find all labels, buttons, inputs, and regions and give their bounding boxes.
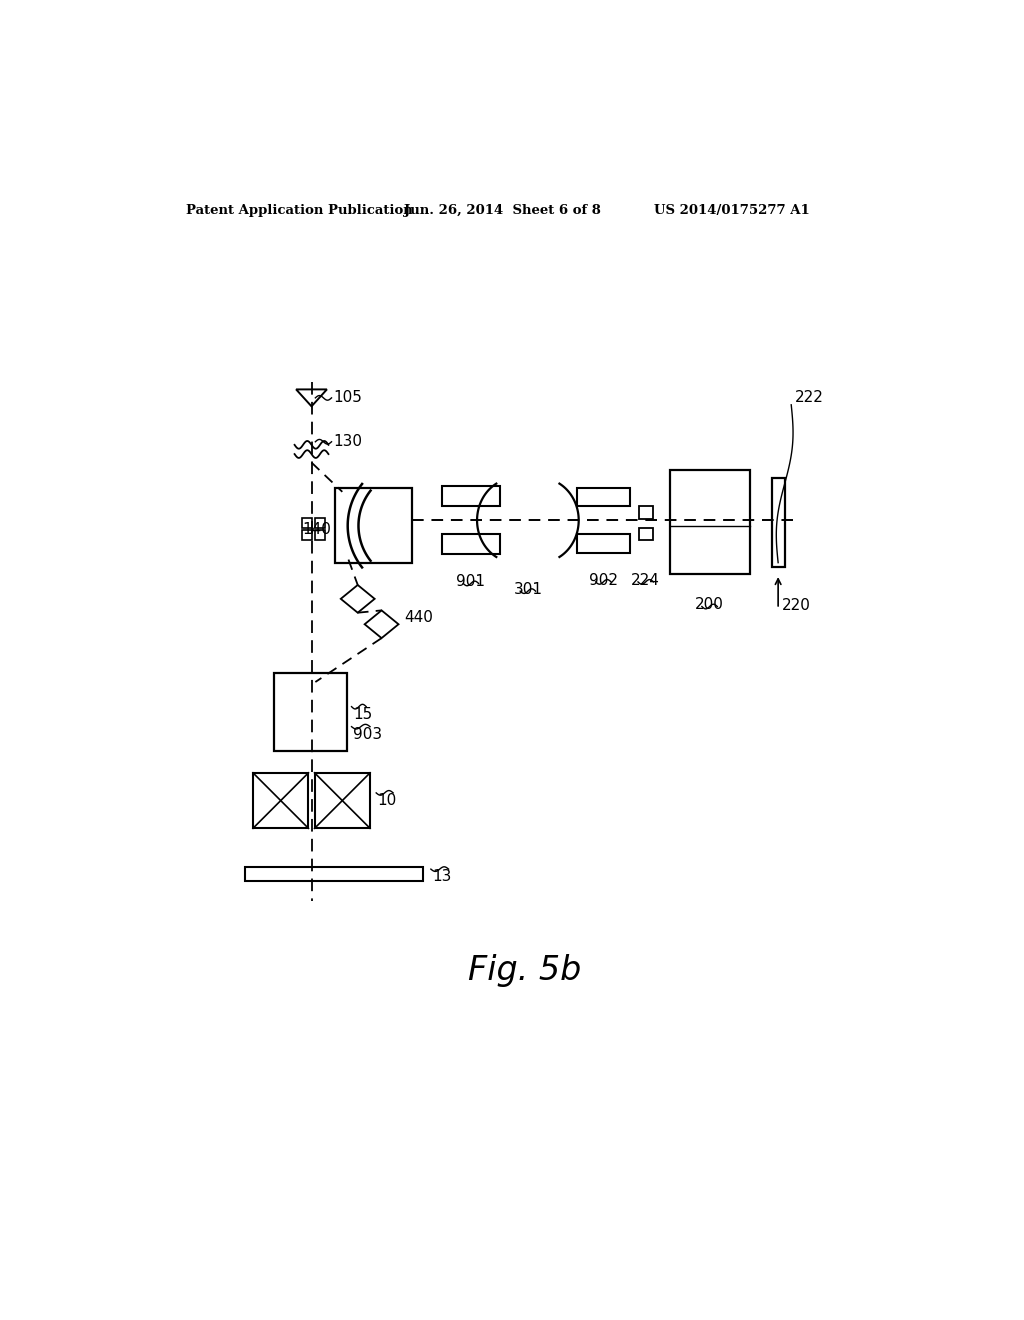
Bar: [639, 528, 652, 540]
Text: 220: 220: [782, 598, 811, 612]
Bar: [639, 507, 652, 519]
Bar: [772, 478, 785, 566]
Bar: [273, 673, 347, 751]
Bar: [335, 488, 412, 564]
Bar: [253, 774, 308, 829]
Text: 130: 130: [333, 434, 362, 449]
Bar: [314, 517, 325, 528]
Bar: [302, 517, 312, 528]
Text: 301: 301: [513, 582, 543, 597]
Text: Jun. 26, 2014  Sheet 6 of 8: Jun. 26, 2014 Sheet 6 of 8: [403, 205, 601, 218]
Text: 903: 903: [353, 727, 382, 742]
Text: 13: 13: [432, 870, 452, 884]
Bar: [442, 487, 500, 507]
Bar: [578, 535, 630, 553]
Bar: [314, 774, 370, 829]
Text: 200: 200: [695, 598, 724, 612]
Bar: [670, 470, 751, 574]
Bar: [314, 531, 325, 540]
Bar: [442, 535, 500, 554]
Text: 15: 15: [353, 706, 373, 722]
Text: 105: 105: [333, 391, 361, 405]
Bar: [302, 531, 312, 540]
Text: Fig. 5b: Fig. 5b: [468, 954, 582, 987]
Text: 222: 222: [795, 389, 824, 405]
Bar: [245, 867, 423, 880]
Text: 224: 224: [631, 573, 660, 587]
Text: 902: 902: [589, 573, 617, 587]
Bar: [578, 488, 630, 507]
Text: Patent Application Publication: Patent Application Publication: [186, 205, 413, 218]
Text: 140: 140: [303, 521, 332, 537]
Text: 440: 440: [404, 610, 433, 624]
Text: 10: 10: [378, 793, 397, 808]
Text: 901: 901: [457, 574, 485, 589]
Text: US 2014/0175277 A1: US 2014/0175277 A1: [654, 205, 810, 218]
